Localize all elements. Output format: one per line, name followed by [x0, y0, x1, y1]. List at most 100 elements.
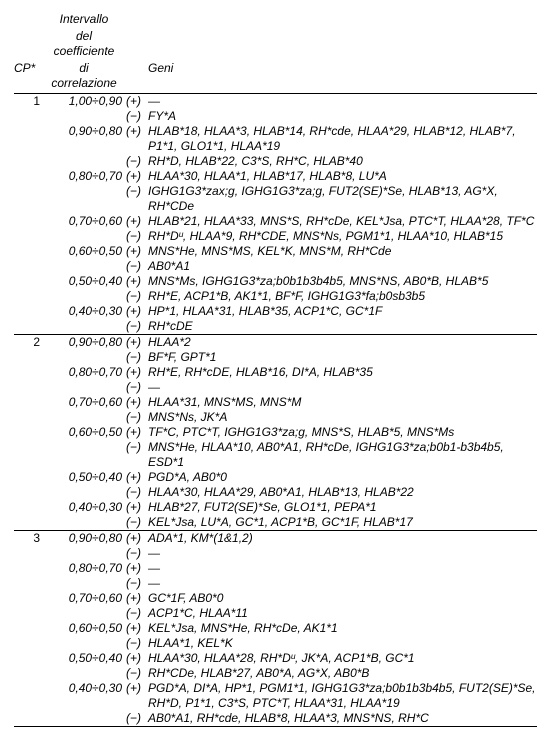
sign-cell: (+)	[126, 681, 148, 711]
interval-cell	[46, 711, 126, 727]
genes-cell: MNS*He, HLAA*10, AB0*A1, RH*cDe, IGHG1G3…	[148, 440, 537, 470]
cp-cell	[14, 515, 46, 531]
genes-cell: HLAA*2	[148, 335, 537, 350]
interval-cell	[46, 546, 126, 561]
interval-cell: 0,70÷0,60	[46, 395, 126, 410]
sign-cell: (+)	[126, 124, 148, 154]
cp-cell	[14, 576, 46, 591]
cp-cell	[14, 485, 46, 500]
cp-cell	[14, 350, 46, 365]
interval-cell	[46, 350, 126, 365]
sign-cell: (−)	[126, 184, 148, 214]
genes-cell: FY*A	[148, 109, 537, 124]
sign-cell: (+)	[126, 561, 148, 576]
interval-cell: 0,70÷0,60	[46, 214, 126, 229]
interval-cell: 0,90÷0,80	[46, 531, 126, 546]
cp-cell	[14, 621, 46, 636]
genes-cell: —	[148, 561, 537, 576]
interval-cell: 0,80÷0,70	[46, 365, 126, 380]
sign-cell: (−)	[126, 259, 148, 274]
cp-cell	[14, 606, 46, 621]
cp-cell	[14, 561, 46, 576]
interval-cell	[46, 319, 126, 335]
sign-cell: (−)	[126, 410, 148, 425]
cp-cell	[14, 470, 46, 485]
interval-cell: 0,60÷0,50	[46, 244, 126, 259]
sign-cell: (−)	[126, 606, 148, 621]
genes-cell: KEL*Jsa, LU*A, GC*1, ACP1*B, GC*1F, HLAB…	[148, 515, 537, 531]
interval-cell	[46, 289, 126, 304]
genes-cell: HLAA*1, KEL*K	[148, 636, 537, 651]
interval-cell	[46, 410, 126, 425]
genes-cell: RH*cDE	[148, 319, 537, 335]
interval-cell	[46, 606, 126, 621]
sign-cell: (−)	[126, 154, 148, 169]
cp-cell	[14, 395, 46, 410]
interval-cell	[46, 636, 126, 651]
interval-cell	[46, 154, 126, 169]
header-interval-l2: del coefficiente	[46, 29, 126, 61]
cp-cell	[14, 289, 46, 304]
genes-cell: HLAB*18, HLAA*3, HLAB*14, RH*cde, HLAA*2…	[148, 124, 537, 154]
cp-cell	[14, 546, 46, 561]
interval-cell	[46, 515, 126, 531]
cp-cell: 3	[14, 531, 46, 546]
cp-cell	[14, 154, 46, 169]
genes-cell: HLAA*30, HLAA*1, HLAB*17, HLAB*8, LU*A	[148, 169, 537, 184]
interval-cell: 0,40÷0,30	[46, 681, 126, 711]
interval-cell: 0,80÷0,70	[46, 169, 126, 184]
interval-cell: 1,00÷0,90	[46, 94, 126, 109]
interval-cell	[46, 485, 126, 500]
genes-cell: GC*1F, AB0*0	[148, 591, 537, 606]
genes-cell: HLAA*31, MNS*MS, MNS*M	[148, 395, 537, 410]
genes-cell: —	[148, 576, 537, 591]
sign-cell: (+)	[126, 425, 148, 440]
interval-cell: 0,40÷0,30	[46, 500, 126, 515]
interval-cell	[46, 380, 126, 395]
sign-cell: (−)	[126, 485, 148, 500]
genes-cell: HLAA*30, HLAA*29, AB0*A1, HLAB*13, HLAB*…	[148, 485, 537, 500]
interval-cell	[46, 229, 126, 244]
cp-cell	[14, 319, 46, 335]
header-genes: Geni	[148, 61, 537, 94]
sign-cell: (+)	[126, 244, 148, 259]
interval-cell	[46, 184, 126, 214]
genes-cell: AB0*A1, RH*cde, HLAB*8, HLAA*3, MNS*NS, …	[148, 711, 537, 727]
header-cp: CP*	[14, 61, 46, 94]
sign-cell: (−)	[126, 350, 148, 365]
genes-cell: AB0*A1	[148, 259, 537, 274]
interval-cell: 0,50÷0,40	[46, 470, 126, 485]
genes-cell: TF*C, PTC*T, IGHG1G3*za;g, MNS*S, HLAB*5…	[148, 425, 537, 440]
interval-cell: 0,50÷0,40	[46, 274, 126, 289]
genes-cell: MNS*Ms, IGHG1G3*za;b0b1b3b4b5, MNS*NS, A…	[148, 274, 537, 289]
sign-cell: (−)	[126, 440, 148, 470]
sign-cell: (+)	[126, 591, 148, 606]
sign-cell: (+)	[126, 94, 148, 109]
sign-cell: (−)	[126, 289, 148, 304]
cp-cell	[14, 591, 46, 606]
interval-cell: 0,40÷0,30	[46, 304, 126, 319]
sign-cell: (−)	[126, 319, 148, 335]
genes-cell: ADA*1, KM*(1&1,2)	[148, 531, 537, 546]
genes-cell: PGD*A, AB0*0	[148, 470, 537, 485]
interval-cell	[46, 666, 126, 681]
sign-cell: (+)	[126, 500, 148, 515]
cp-cell: 2	[14, 335, 46, 350]
cp-cell	[14, 229, 46, 244]
sign-cell: (+)	[126, 304, 148, 319]
sign-cell: (−)	[126, 636, 148, 651]
sign-cell: (+)	[126, 531, 148, 546]
header-interval-l1: Intervallo	[46, 12, 126, 29]
sign-cell: (−)	[126, 380, 148, 395]
interval-cell: 0,90÷0,80	[46, 124, 126, 154]
cp-cell	[14, 365, 46, 380]
sign-cell: (+)	[126, 651, 148, 666]
interval-cell	[46, 440, 126, 470]
sign-cell: (+)	[126, 470, 148, 485]
interval-cell: 0,90÷0,80	[46, 335, 126, 350]
interval-cell	[46, 576, 126, 591]
cp-cell	[14, 184, 46, 214]
genes-cell: BF*F, GPT*1	[148, 350, 537, 365]
interval-cell: 0,70÷0,60	[46, 591, 126, 606]
cp-cell	[14, 244, 46, 259]
